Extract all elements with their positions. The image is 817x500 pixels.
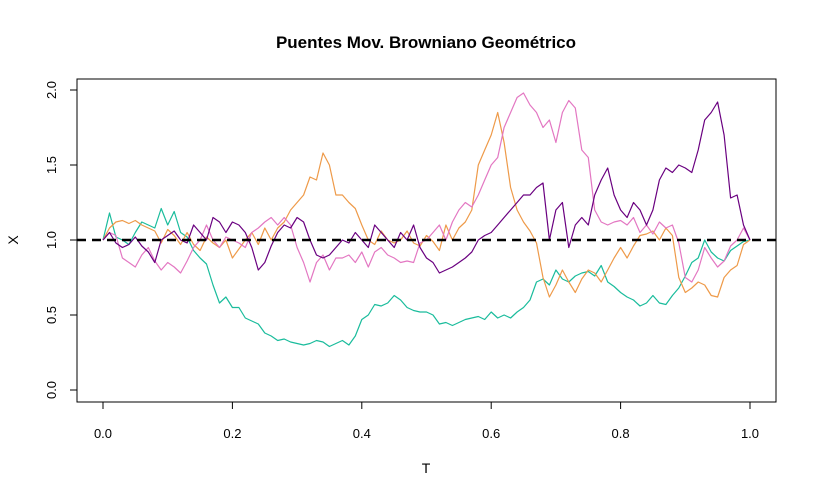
chart-title: Puentes Mov. Browniano Geométrico bbox=[276, 33, 576, 52]
x-tick-label: 0.6 bbox=[482, 426, 500, 441]
series-line-1 bbox=[102, 207, 751, 348]
series-line-4 bbox=[102, 101, 751, 274]
x-axis-label: T bbox=[422, 460, 431, 476]
series-line-3 bbox=[102, 92, 751, 283]
y-axis: 0.0 0.5 1.0 1.5 2.0 bbox=[44, 81, 78, 399]
y-tick-label: 1.0 bbox=[44, 231, 59, 249]
x-tick-label: 0.8 bbox=[612, 426, 630, 441]
x-axis: 0.0 0.2 0.4 0.6 0.8 1.0 bbox=[94, 401, 759, 441]
y-tick-label: 1.5 bbox=[44, 156, 59, 174]
x-tick-label: 0.4 bbox=[353, 426, 371, 441]
x-tick-label: 1.0 bbox=[741, 426, 759, 441]
y-axis-label: X bbox=[5, 235, 21, 245]
y-tick-label: 2.0 bbox=[44, 81, 59, 99]
y-tick-label: 0.0 bbox=[44, 381, 59, 399]
series-layer bbox=[102, 92, 751, 348]
y-tick-label: 0.5 bbox=[44, 306, 59, 324]
x-tick-label: 0.0 bbox=[94, 426, 112, 441]
x-tick-label: 0.2 bbox=[223, 426, 241, 441]
series-line-2 bbox=[102, 111, 751, 298]
